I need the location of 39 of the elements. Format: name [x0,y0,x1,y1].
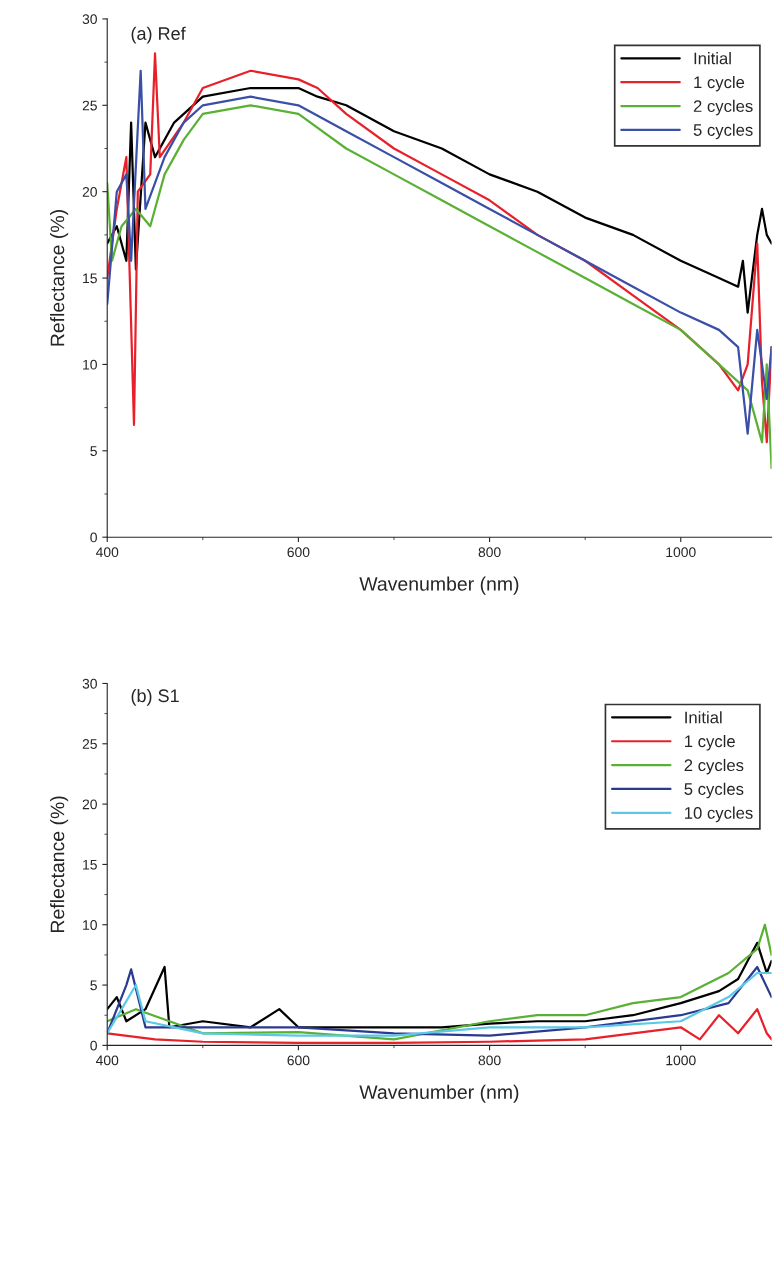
x-tick-label: 600 [287,547,310,558]
legend-label: 1 cycle [685,735,735,751]
y-axis-title: Reflectance (%) [50,796,69,932]
chart-title: (a) Ref [131,26,186,44]
y-tick-label: 20 [82,799,97,810]
y-tick-label: 30 [82,14,97,25]
line-series [107,941,772,1029]
chart-title: (b) S1 [131,688,179,706]
legend-label: 10 cycles [685,806,753,823]
y-axis-title: Reflectance (%) [50,210,69,346]
x-tick-label: 1000 [666,1055,696,1066]
legend-label: 2 cycles [693,99,753,116]
line-series [107,923,772,1041]
y-tick-label: 10 [83,359,97,370]
x-tick-label: 1000 [666,547,696,558]
y-tick-label: 0 [90,1040,97,1051]
y-tick-label: 15 [83,273,97,284]
legend-label: 5 cycles [684,782,744,799]
y-tick-label: 25 [82,739,97,749]
x-tick-label: 600 [287,1055,310,1066]
y-tick-label: 30 [82,678,97,689]
y-tick-label: 10 [83,920,97,930]
y-tick-label: 5 [90,980,97,991]
x-axis-title: Wavenumber (nm) [359,1084,519,1103]
legend-label: 5 cycles [693,123,753,140]
y-tick-label: 15 [83,859,97,870]
x-tick-label: 400 [95,1055,119,1066]
legend-label: 2 cycles [684,758,744,775]
y-tick-label: 20 [82,187,97,197]
x-tick-label: 400 [95,547,119,558]
x-tick-label: 800 [478,1055,501,1066]
legend-label: Initial [694,52,731,65]
y-tick-label: 25 [82,100,97,111]
x-tick-label: 800 [478,547,501,558]
legend-label: 1 cycle [694,75,745,92]
x-axis-title: Wavenumber (nm) [359,576,519,595]
legend-label: Initial [685,711,722,724]
y-tick-label: 5 [90,446,97,456]
y-tick-label: 0 [90,532,97,543]
